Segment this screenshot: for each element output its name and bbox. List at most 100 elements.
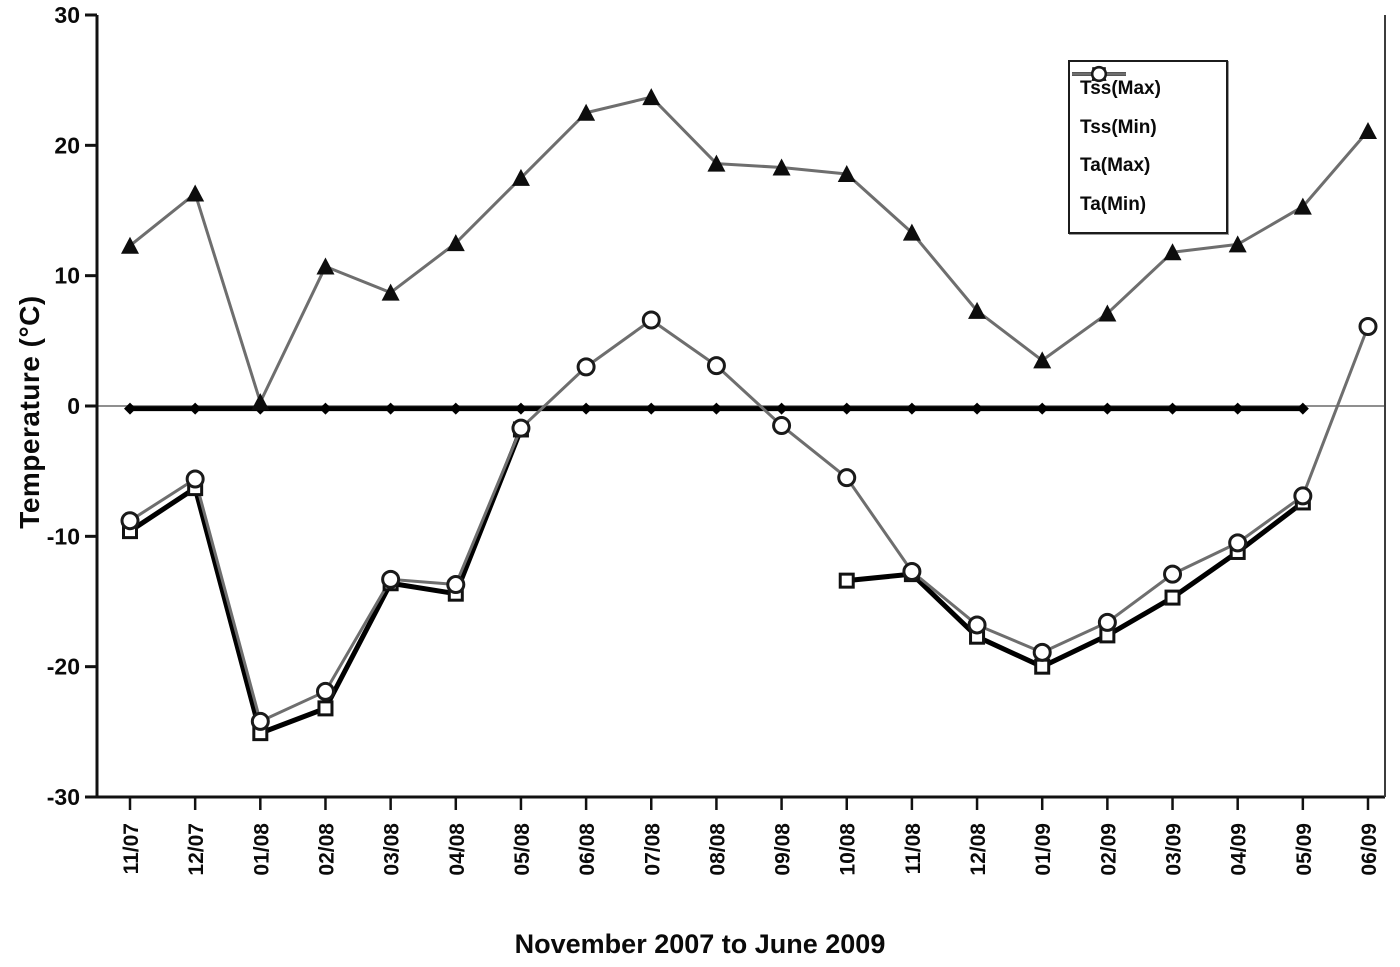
series-ta-max-marker — [1228, 235, 1247, 253]
x-tick-label: 05/09 — [1293, 823, 1316, 876]
series-ta-min-marker — [576, 357, 596, 377]
series-ta-max-marker — [642, 88, 661, 106]
y-tick-label: 0 — [67, 393, 80, 419]
series-ta-max-marker — [837, 165, 856, 183]
series-ta-min-marker — [837, 468, 857, 488]
x-tick-label: 12/07 — [185, 823, 208, 876]
series-tss-max-marker — [905, 402, 918, 415]
series-ta-max-line — [129, 95, 1370, 404]
series-tss-max-marker — [189, 402, 202, 415]
series-ta-max-marker — [1033, 351, 1052, 369]
series-tss-max-marker — [645, 402, 658, 415]
x-tick-label: 11/07 — [120, 823, 143, 874]
series-ta-min-marker — [706, 356, 726, 376]
series-tss-max-marker — [449, 402, 462, 415]
series-ta-min-marker — [250, 711, 270, 731]
x-tick-label: 10/08 — [837, 823, 860, 876]
series-tss-max-marker — [1036, 402, 1049, 415]
series-tss-min-marker — [317, 700, 334, 717]
series-ta-min-marker — [1163, 564, 1183, 584]
x-tick-label: 07/08 — [641, 823, 664, 876]
x-tick-label: 02/08 — [315, 823, 338, 876]
series-ta-max-marker — [251, 393, 270, 411]
series-ta-min-marker — [641, 310, 661, 330]
series-ta-min-line — [129, 318, 1370, 723]
series-ta-min-marker — [772, 416, 792, 436]
legend-label: Ta(Max) — [1080, 155, 1151, 177]
x-tick-label: 01/08 — [250, 823, 273, 876]
x-tick-label: 05/08 — [511, 823, 534, 876]
x-tick-label: 01/09 — [1032, 823, 1055, 876]
series-tss-max-marker — [124, 402, 136, 415]
series-tss-max-marker — [1296, 402, 1309, 415]
series-tss-min-line — [846, 500, 1305, 670]
x-tick-label: 06/08 — [576, 823, 599, 876]
x-tick-label: 06/09 — [1358, 823, 1381, 876]
legend-label: Ta(Min) — [1080, 193, 1147, 215]
series-ta-min-marker — [902, 562, 922, 582]
x-axis-title-text: November 2007 to June 2009 — [514, 929, 886, 959]
series-ta-min-marker — [381, 569, 401, 589]
series-ta-max-marker — [577, 103, 596, 121]
legend-item-tss-min: Tss(Min) — [1072, 67, 1222, 139]
series-ta-max-marker — [381, 283, 400, 301]
x-tick-label: 03/09 — [1163, 823, 1186, 876]
series-ta-min-marker — [1358, 316, 1378, 336]
x-tick-label: 09/08 — [772, 823, 795, 876]
series-tss-max-marker — [1101, 402, 1114, 415]
y-tick-label: 20 — [54, 132, 80, 158]
y-axis-title-text: Temperature (°C) — [14, 295, 45, 529]
series-ta-min-marker — [185, 469, 205, 489]
series-ta-min-marker — [1228, 533, 1248, 553]
x-tick-label: 03/08 — [381, 823, 404, 876]
series-ta-max-marker — [1163, 243, 1182, 261]
y-tick-label: -10 — [47, 523, 80, 549]
series-ta-max-marker — [121, 236, 139, 254]
series-ta-min-marker — [446, 575, 466, 595]
series-ta-min-marker — [1097, 612, 1117, 632]
y-tick-label: 10 — [54, 263, 80, 289]
series-tss-max-marker — [971, 402, 984, 415]
series-ta-max-marker — [902, 223, 921, 241]
series-ta-min-marker — [120, 511, 140, 531]
series-ta-max-marker — [186, 184, 205, 202]
x-tick-label: 04/08 — [446, 823, 469, 876]
y-tick-label: -20 — [47, 654, 80, 680]
series-tss-max-marker — [384, 402, 397, 415]
x-tick-label: 08/08 — [706, 823, 729, 876]
open-circle-icon — [1072, 65, 1126, 83]
legend-label: Tss(Min) — [1080, 116, 1157, 138]
x-tick-label: 11/08 — [902, 823, 925, 875]
series-ta-max-marker — [446, 234, 465, 252]
series-tss-max-marker — [319, 402, 332, 415]
series-tss-min-marker — [838, 572, 855, 589]
open-circle-glyph — [1090, 65, 1108, 83]
series-tss-min-marker — [1164, 589, 1181, 606]
series-ta-max-marker — [316, 257, 335, 275]
x-tick-label: 02/09 — [1097, 823, 1120, 876]
x-tick-label: 12/08 — [967, 823, 990, 876]
y-tick-label: 30 — [54, 2, 80, 28]
series-tss-max-marker — [840, 402, 853, 415]
series-ta-min-marker — [511, 418, 531, 438]
legend-item-ta-min: Ta(Min) — [1072, 65, 1222, 216]
series-tss-max-marker — [710, 402, 723, 415]
series-ta-min-marker — [1293, 486, 1313, 506]
series-tss-max-marker — [1231, 402, 1244, 415]
series-ta-min-marker — [1032, 642, 1052, 662]
series-ta-max-marker — [1359, 121, 1377, 139]
legend: Tss(Max) Tss(Min) Ta(Max) Ta(Min) — [1068, 60, 1228, 234]
series-tss-max-marker — [1166, 402, 1179, 415]
series-ta-max-marker — [1293, 197, 1312, 215]
series-tss-max-marker — [514, 402, 527, 415]
series-tss-max-marker — [775, 402, 788, 415]
y-tick-label: -30 — [47, 784, 80, 810]
series-ta-max-marker — [511, 168, 530, 186]
series-ta-min-marker — [967, 615, 987, 635]
series-ta-max-marker — [968, 301, 987, 319]
series-tss-min-marker — [1034, 658, 1051, 675]
series-ta-min-marker — [315, 681, 335, 701]
series-tss-max-marker — [580, 402, 593, 415]
